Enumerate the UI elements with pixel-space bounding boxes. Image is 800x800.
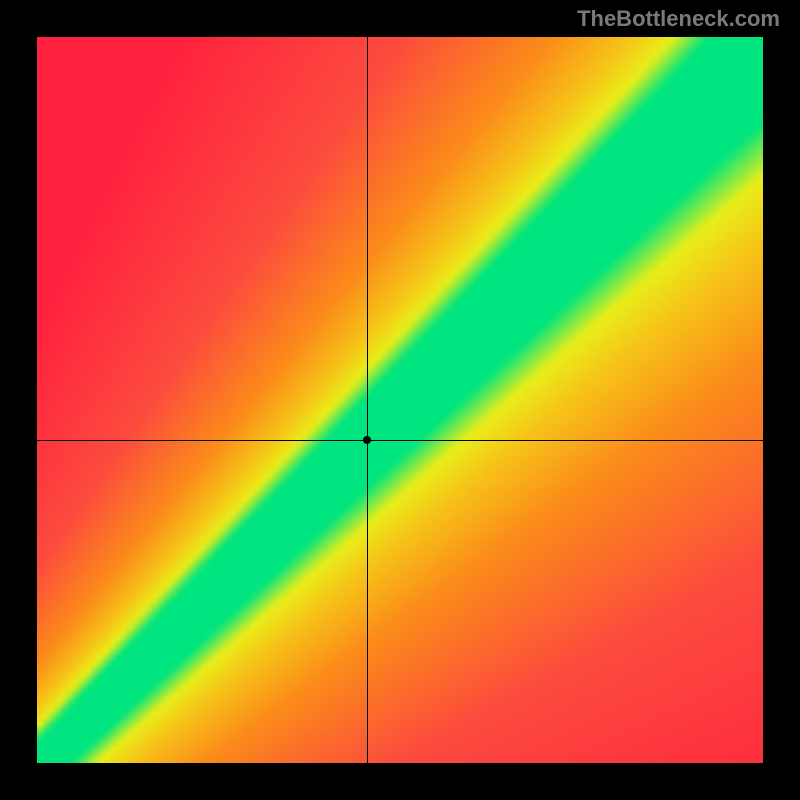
chart-frame: TheBottleneck.com	[0, 0, 800, 800]
bottleneck-heatmap	[37, 37, 763, 763]
crosshair-horizontal-line	[37, 440, 763, 441]
crosshair-vertical-line	[367, 37, 368, 763]
selection-marker-dot	[363, 436, 371, 444]
watermark-text: TheBottleneck.com	[577, 6, 780, 32]
plot-area	[37, 37, 763, 763]
